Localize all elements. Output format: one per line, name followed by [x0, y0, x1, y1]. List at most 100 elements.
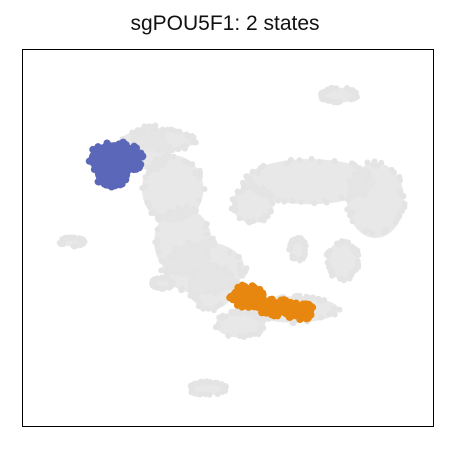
background-point: [163, 269, 170, 276]
background-point: [337, 275, 344, 282]
background-point: [159, 126, 166, 133]
background-point: [321, 197, 328, 204]
background-point: [170, 280, 177, 287]
background-point: [156, 147, 163, 154]
state-point: [270, 312, 278, 320]
background-point: [390, 169, 397, 176]
background-point: [331, 158, 338, 165]
background-point: [378, 159, 385, 166]
background-point: [293, 292, 300, 299]
state-point: [94, 178, 102, 186]
background-point: [287, 245, 294, 252]
background-point: [269, 200, 276, 207]
state-point: [103, 139, 111, 147]
background-point: [257, 216, 264, 223]
background-point: [236, 267, 243, 274]
background-point: [234, 188, 241, 195]
background-point: [200, 239, 207, 246]
background-point: [229, 196, 236, 203]
background-point: [164, 146, 171, 153]
background-point: [250, 309, 257, 316]
background-point: [225, 332, 232, 339]
state-point: [100, 180, 109, 188]
background-point: [396, 188, 403, 195]
background-point: [354, 258, 361, 265]
background-point: [355, 252, 362, 259]
background-point: [345, 239, 352, 246]
background-point: [166, 208, 173, 215]
background-point: [392, 219, 399, 226]
chart-title: sgPOU5F1: 2 states: [130, 12, 320, 35]
background-point: [234, 309, 241, 316]
background-point: [149, 277, 156, 284]
background-point: [214, 391, 221, 398]
background-point: [328, 268, 335, 275]
background-point: [289, 255, 296, 262]
umap-scatter: [56, 84, 408, 398]
background-point: [187, 288, 194, 295]
background-point: [258, 318, 265, 325]
background-point: [213, 303, 220, 310]
state-point: [248, 282, 256, 290]
background-point: [308, 155, 315, 162]
state-point: [238, 303, 246, 311]
background-point: [212, 324, 219, 331]
background-point: [257, 328, 264, 335]
background-point: [335, 241, 342, 248]
background-point: [184, 159, 191, 166]
background-point: [171, 248, 178, 255]
background-region-0-8: [232, 185, 274, 223]
state-point: [259, 298, 267, 306]
background-cells: [56, 84, 408, 398]
background-point: [178, 285, 185, 292]
background-point: [267, 207, 274, 214]
background-point: [252, 182, 259, 189]
background-point: [68, 234, 75, 241]
background-point: [281, 198, 288, 205]
background-point: [58, 241, 65, 248]
background-point: [183, 142, 190, 149]
state-1-cells: [85, 138, 147, 191]
state-2-cells: [226, 281, 317, 324]
background-region-0-10: [121, 128, 196, 152]
background-point: [274, 197, 281, 204]
background-point: [237, 333, 244, 340]
background-region-0-16: [162, 241, 245, 295]
background-point: [321, 96, 328, 103]
background-point: [203, 231, 210, 238]
state-point: [292, 299, 300, 307]
background-point: [190, 139, 197, 146]
background-point: [371, 158, 378, 165]
background-point: [348, 96, 355, 103]
background-point: [321, 88, 328, 95]
state-point: [227, 292, 235, 301]
background-point: [340, 239, 347, 246]
state-point: [268, 295, 276, 303]
background-point: [181, 206, 188, 213]
background-point: [175, 204, 182, 211]
background-point: [316, 158, 323, 165]
background-point: [289, 319, 296, 326]
background-point: [183, 131, 190, 138]
background-point: [252, 314, 259, 321]
state-point: [245, 303, 253, 311]
background-point: [263, 212, 270, 219]
state-point: [296, 315, 304, 324]
background-point: [155, 248, 162, 255]
background-point: [236, 215, 243, 222]
state-point: [238, 281, 246, 289]
background-point: [333, 85, 340, 92]
background-point: [303, 293, 310, 300]
state-point: [124, 164, 132, 172]
state-point: [136, 152, 144, 160]
background-point: [284, 160, 291, 167]
background-point: [152, 125, 159, 132]
background-point: [329, 309, 336, 316]
background-point: [203, 220, 210, 227]
background-point: [401, 200, 408, 207]
background-point: [197, 391, 204, 398]
background-point: [129, 129, 136, 136]
background-point: [158, 267, 165, 274]
background-point: [235, 262, 242, 269]
background-point: [344, 86, 351, 93]
